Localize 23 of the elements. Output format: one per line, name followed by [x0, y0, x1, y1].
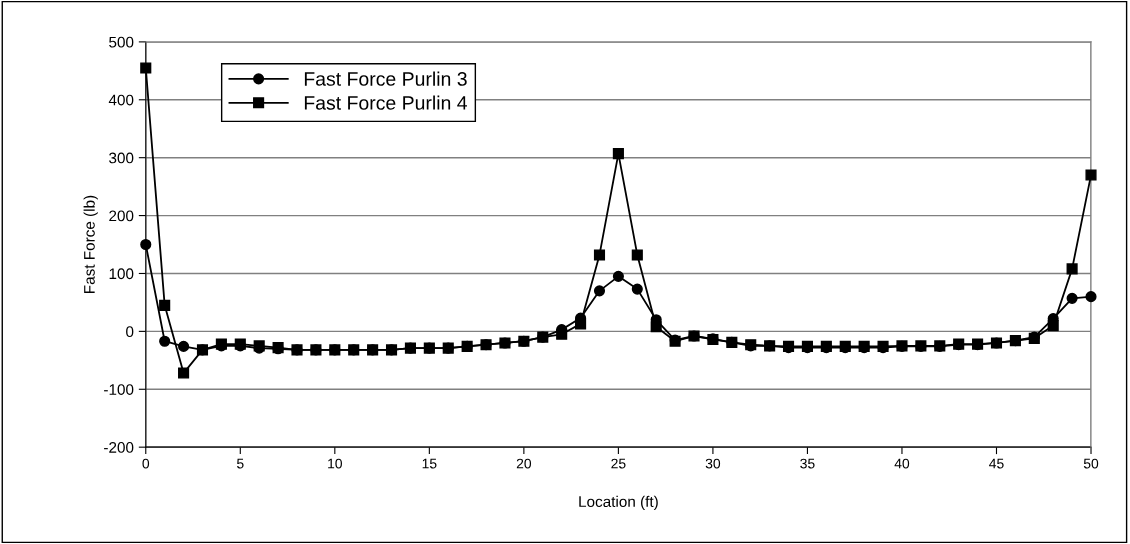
y-tick-label: 300 [109, 152, 134, 164]
x-tick-label: 35 [800, 458, 815, 469]
y-tick-label: 200 [109, 210, 134, 222]
y-tick-label: 400 [108, 94, 134, 106]
x-tick-label: 45 [989, 458, 1004, 469]
y-axis-title: Fast Force (lb) [83, 195, 98, 293]
x-tick-label: 25 [611, 458, 626, 469]
x-tick-label: 50 [1083, 458, 1099, 469]
legend-label: Fast Force Purlin 3 [304, 71, 467, 86]
x-tick-label: 15 [422, 458, 437, 469]
x-tick-label: 5 [236, 458, 244, 469]
x-tick-label: 10 [328, 458, 342, 469]
y-tick-label: -200 [104, 442, 134, 453]
x-tick-label: 40 [894, 458, 910, 469]
y-tick-label: -100 [104, 384, 134, 395]
y-tick-label: 100 [109, 268, 134, 280]
x-tick-label: 20 [516, 458, 532, 469]
x-axis-title: Location (ft) [579, 495, 658, 511]
x-tick-label: 0 [142, 458, 150, 469]
y-tick-label: 0 [126, 326, 134, 338]
x-tick-label: 30 [705, 458, 721, 469]
legend-label: Fast Force Purlin 4 [304, 95, 468, 110]
y-tick-label: 500 [109, 36, 134, 48]
